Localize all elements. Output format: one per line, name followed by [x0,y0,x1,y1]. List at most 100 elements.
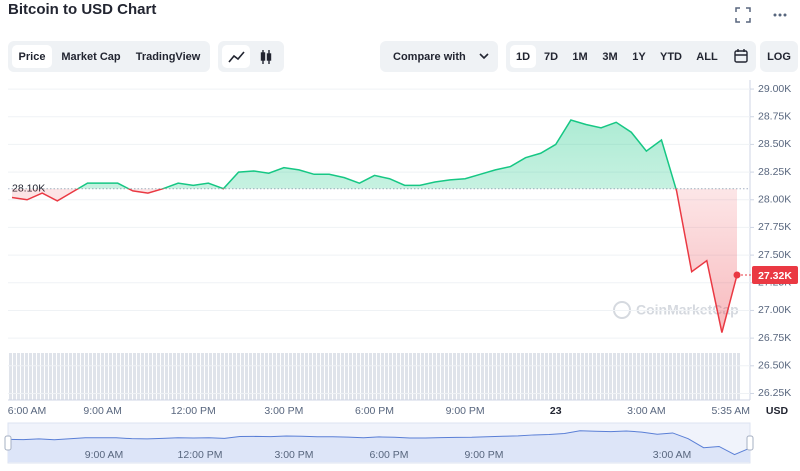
line-icon[interactable] [228,51,245,63]
range-button[interactable]: 7D [544,51,558,63]
volume-stripe [105,353,108,400]
fullscreen-icon[interactable] [735,7,751,23]
navigator-label: 3:00 AM [653,449,692,461]
x-tick-label: 6:00 PM [355,405,394,417]
volume-stripe [209,353,212,400]
volume-stripe [669,353,672,400]
tab[interactable]: TradingView [136,51,201,63]
volume-stripe [301,353,304,400]
volume-stripe [429,353,432,400]
range-button[interactable]: 3M [602,51,617,63]
navigator-label: 9:00 AM [85,449,124,461]
volume-stripe [137,353,140,400]
tab-group [8,41,210,72]
range-button[interactable]: 1Y [632,51,646,63]
volume-stripe [117,353,120,400]
navigator-handle[interactable] [4,435,12,451]
volume-stripe [197,353,200,400]
price-line-up [76,119,677,189]
volume-stripe [629,353,632,400]
volume-stripe [473,353,476,400]
navigator-handle[interactable] [746,435,754,451]
volume-stripe [341,353,344,400]
volume-stripe [433,353,436,400]
y-tick-label: 26.25K [758,387,791,399]
volume-stripe [689,353,692,400]
navigator-label: 9:00 PM [464,449,503,461]
volume-stripe [325,353,328,400]
range-group [506,41,756,72]
volume-stripe [713,353,716,400]
tab[interactable]: Price [19,51,46,63]
volume-band [9,353,740,400]
volume-stripe [393,353,396,400]
volume-stripe [373,353,376,400]
x-tick-label: 3:00 PM [264,405,303,417]
range-button[interactable]: 1M [572,51,587,63]
volume-stripe [201,353,204,400]
volume-stripe [181,353,184,400]
volume-stripe [317,353,320,400]
volume-stripe [441,353,444,400]
volume-stripe [345,353,348,400]
volume-stripe [149,353,152,400]
volume-stripe [309,353,312,400]
volume-stripe [585,353,588,400]
volume-stripe [401,353,404,400]
volume-stripe [425,353,428,400]
volume-stripe [93,353,96,400]
volume-stripe [681,353,684,400]
volume-stripe [721,353,724,400]
volume-stripe [597,353,600,400]
volume-stripe [41,353,44,400]
navigator-label: 3:00 PM [274,449,313,461]
volume-stripe [165,353,168,400]
volume-stripe [313,353,316,400]
volume-stripe [701,353,704,400]
volume-stripe [601,353,604,400]
y-tick-label: 26.75K [758,332,791,344]
volume-stripe [253,353,256,400]
volume-stripe [29,353,32,400]
volume-stripe [33,353,36,400]
candle-icon[interactable] [260,50,272,64]
volume-stripe [329,353,332,400]
volume-stripe [725,353,728,400]
range-button[interactable]: 1D [516,51,530,63]
volume-stripe [521,353,524,400]
log-button[interactable] [760,41,798,72]
volume-stripe [333,353,336,400]
volume-stripe [361,353,364,400]
volume-stripe [449,353,452,400]
log-label: LOG [767,51,791,63]
range-button[interactable]: ALL [696,51,718,63]
more-icon[interactable] [773,13,787,17]
volume-stripe [37,353,40,400]
volume-stripe [365,353,368,400]
volume-stripe [569,353,572,400]
volume-stripe [497,353,500,400]
volume-stripe [557,353,560,400]
volume-stripe [537,353,540,400]
volume-stripe [89,353,92,400]
x-tick-label: 3:00 AM [627,405,666,417]
tab[interactable]: Market Cap [61,51,121,63]
volume-stripe [237,353,240,400]
volume-stripe [13,353,16,400]
volume-stripe [133,353,136,400]
calendar-icon[interactable] [734,49,748,63]
volume-stripe [9,353,12,400]
volume-stripe [281,353,284,400]
volume-stripe [229,353,232,400]
active-range [510,45,536,68]
volume-stripe [641,353,644,400]
range-button[interactable]: YTD [660,51,682,63]
y-tick-label: 28.00K [758,194,791,206]
volume-stripe [645,353,648,400]
volume-stripe [53,353,56,400]
compare-button[interactable] [380,41,498,72]
volume-stripe [709,353,712,400]
price-line-down [11,188,738,333]
volume-stripe [705,353,708,400]
volume-stripe [185,353,188,400]
